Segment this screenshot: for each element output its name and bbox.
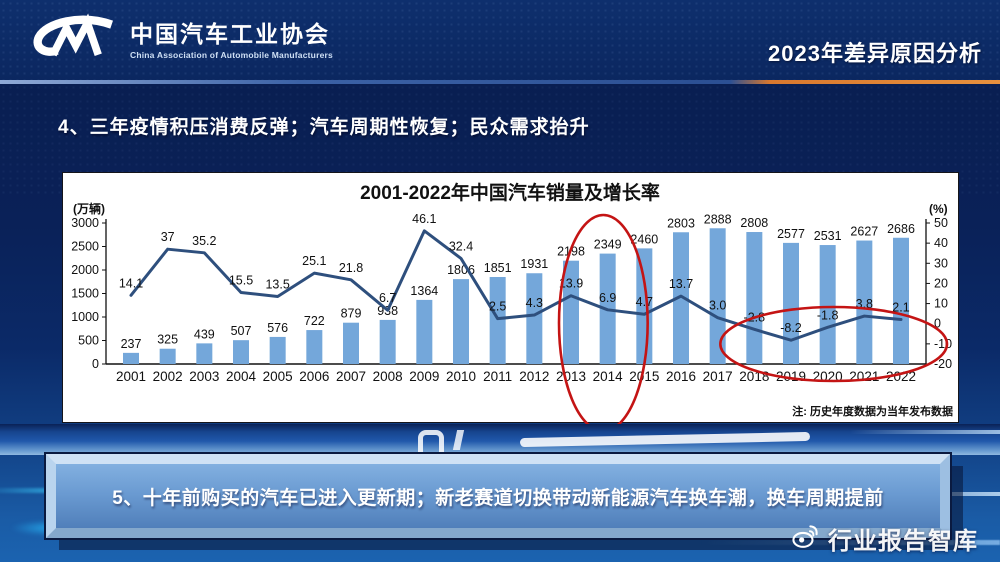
chart-svg: 2001-2022年中国汽车销量及增长率(万辆) (%)3000250020001… [71, 181, 953, 433]
svg-text:32.4: 32.4 [449, 239, 473, 253]
svg-text:2.5: 2.5 [489, 300, 506, 314]
svg-text:2001-2022年中国汽车销量及增长率: 2001-2022年中国汽车销量及增长率 [360, 181, 660, 204]
svg-text:20: 20 [934, 276, 948, 290]
header-bar: 中国汽车工业协会 China Association of Automobile… [0, 0, 1000, 80]
section-4-title: 4、三年疫情积压消费反弹；汽车周期性恢复；民众需求抬升 [58, 117, 590, 138]
svg-text:2017: 2017 [703, 369, 733, 384]
svg-text:2349: 2349 [594, 238, 622, 252]
svg-text:37: 37 [161, 230, 175, 244]
svg-text:2006: 2006 [299, 369, 329, 384]
svg-text:2016: 2016 [666, 369, 696, 384]
svg-text:1000: 1000 [71, 310, 99, 324]
svg-text:722: 722 [304, 314, 325, 328]
org-name-cn: 中国汽车工业协会 [130, 21, 330, 47]
caam-logo-icon [28, 10, 120, 71]
svg-text:40: 40 [934, 236, 948, 250]
svg-text:2010: 2010 [446, 369, 476, 384]
svg-text:2686: 2686 [887, 222, 915, 236]
svg-text:2004: 2004 [226, 369, 257, 384]
svg-text:注: 历史年度数据为当年发布数据: 注: 历史年度数据为当年发布数据 [792, 404, 953, 418]
svg-text:2803: 2803 [667, 216, 695, 230]
svg-text:-1.8: -1.8 [817, 308, 839, 322]
svg-text:2013: 2013 [556, 369, 586, 384]
watermark-text: 行业报告智库 [828, 528, 978, 555]
svg-text:14.1: 14.1 [119, 276, 143, 290]
svg-text:2500: 2500 [71, 240, 99, 254]
svg-text:2000: 2000 [71, 263, 99, 277]
svg-text:1931: 1931 [520, 257, 548, 271]
svg-text:2014: 2014 [593, 369, 624, 384]
slide-title: 2023年差异原因分析 [768, 41, 982, 66]
svg-text:2003: 2003 [189, 369, 219, 384]
svg-text:4.3: 4.3 [526, 296, 543, 310]
svg-text:2460: 2460 [630, 232, 658, 246]
svg-text:13.5: 13.5 [265, 278, 289, 292]
svg-text:439: 439 [194, 327, 215, 341]
svg-text:576: 576 [267, 321, 288, 335]
dashboard-strip [0, 424, 1000, 455]
svg-text:237: 237 [121, 337, 142, 351]
svg-text:2007: 2007 [336, 369, 366, 384]
svg-text:2577: 2577 [777, 227, 805, 241]
svg-text:2001: 2001 [116, 369, 146, 384]
section-5-banner: 5、十年前购买的汽车已进入更新期；新老赛道切换带动新能源汽车换车潮，换车周期提前 [46, 454, 950, 538]
svg-text:2.1: 2.1 [892, 300, 909, 314]
svg-text:507: 507 [231, 324, 252, 338]
svg-text:0: 0 [934, 317, 941, 331]
svg-text:0: 0 [92, 357, 99, 371]
section-5-title: 5、十年前购买的汽车已进入更新期；新老赛道切换带动新能源汽车换车潮，换车周期提前 [112, 487, 884, 509]
svg-text:35.2: 35.2 [192, 234, 216, 248]
sales-growth-chart: 2001-2022年中国汽车销量及增长率 (万辆) (%) 3000 2500 2000 1… [62, 172, 959, 433]
svg-text:13.9: 13.9 [559, 277, 583, 291]
svg-text:2808: 2808 [740, 216, 768, 230]
svg-text:21.8: 21.8 [339, 261, 363, 275]
svg-text:2531: 2531 [814, 229, 842, 243]
org-name-en: China Association of Automobile Manufact… [130, 50, 333, 60]
svg-text:2005: 2005 [263, 369, 293, 384]
svg-text:1806: 1806 [447, 263, 475, 277]
weibo-icon [791, 523, 821, 554]
svg-text:(万辆): (万辆) [73, 201, 105, 216]
dashboard-glyph-icon [418, 430, 444, 453]
svg-text:25.1: 25.1 [302, 254, 326, 268]
svg-text:10: 10 [934, 297, 948, 311]
svg-text:4.7: 4.7 [636, 295, 653, 309]
svg-text:2888: 2888 [704, 212, 732, 226]
header-divider-line [0, 80, 1000, 84]
svg-text:-8.2: -8.2 [780, 321, 802, 335]
svg-text:1851: 1851 [484, 261, 512, 275]
svg-text:2627: 2627 [850, 225, 878, 239]
svg-text:1500: 1500 [71, 287, 99, 301]
svg-text:2012: 2012 [519, 369, 549, 384]
svg-text:879: 879 [341, 307, 362, 321]
svg-text:3000: 3000 [71, 216, 99, 230]
svg-text:2015: 2015 [629, 369, 659, 384]
svg-text:6.9: 6.9 [599, 291, 616, 305]
svg-text:-20: -20 [934, 357, 952, 371]
svg-text:46.1: 46.1 [412, 212, 436, 226]
svg-text:30: 30 [934, 256, 948, 270]
svg-text:3.0: 3.0 [709, 299, 726, 313]
svg-text:2008: 2008 [373, 369, 403, 384]
svg-text:15.5: 15.5 [229, 273, 253, 287]
svg-text:325: 325 [157, 333, 178, 347]
svg-text:13.7: 13.7 [669, 277, 693, 291]
svg-text:2009: 2009 [409, 369, 439, 384]
svg-text:6.7: 6.7 [379, 291, 396, 305]
svg-text:1364: 1364 [410, 284, 438, 298]
svg-text:500: 500 [78, 334, 99, 348]
svg-text:50: 50 [934, 216, 948, 230]
caam-logo-block: 中国汽车工业协会 China Association of Automobile… [28, 10, 333, 71]
svg-text:-10: -10 [934, 337, 952, 351]
org-names: 中国汽车工业协会 China Association of Automobile… [130, 21, 333, 60]
svg-text:2002: 2002 [153, 369, 183, 384]
svg-text:(%): (%) [929, 202, 948, 216]
watermark: 行业报告智库 [791, 521, 978, 556]
svg-text:2011: 2011 [483, 369, 512, 384]
